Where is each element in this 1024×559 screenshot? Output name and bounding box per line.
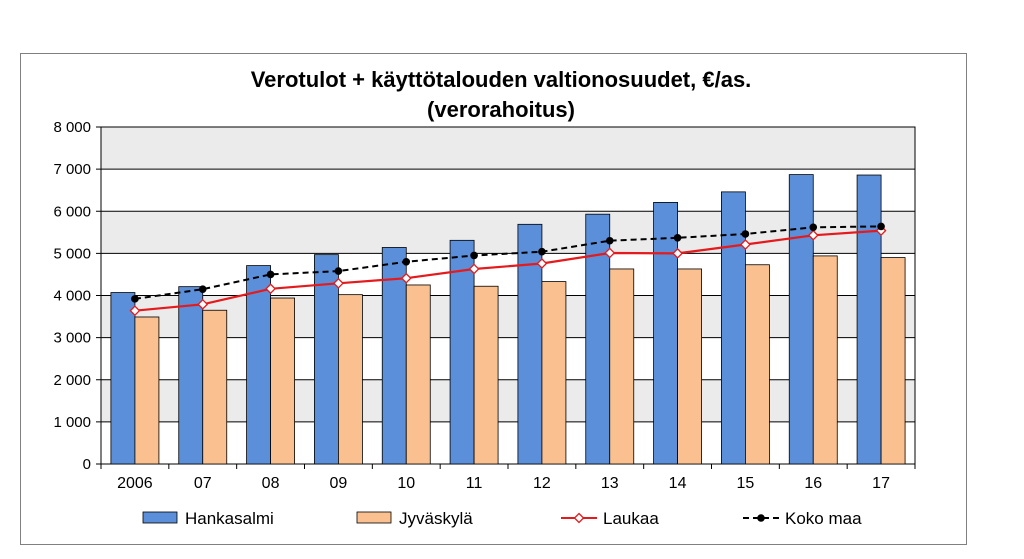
- y-tick-label: 0: [83, 456, 91, 473]
- point-koko-maa: [877, 222, 885, 231]
- chart-frame: Verotulot + käyttötalouden valtionosuude…: [20, 53, 967, 545]
- bar-hankasalmi: [653, 202, 678, 465]
- y-tick-label: 4 000: [53, 288, 91, 305]
- bar-jyv-skyl-: [473, 285, 499, 465]
- plot-band: [101, 379, 915, 422]
- plot-band: [101, 127, 915, 170]
- x-tick-label: 08: [262, 475, 280, 492]
- bar-jyv-skyl-: [880, 257, 906, 465]
- point-koko-maa: [402, 258, 411, 266]
- x-tick-label: 16: [804, 475, 822, 492]
- line-laukaa: [134, 229, 882, 312]
- bar-hankasalmi: [110, 292, 136, 465]
- y-tick-label: 7 000: [53, 161, 91, 178]
- chart-title: Verotulot + käyttötalouden valtionosuude…: [250, 67, 752, 92]
- x-tick-label: 17: [872, 475, 890, 492]
- bar-jyv-skyl-: [745, 264, 770, 465]
- point-koko-maa: [334, 267, 343, 275]
- bar-hankasalmi: [381, 247, 407, 465]
- y-tick-label: 5 000: [53, 245, 91, 262]
- legend-marker-laukaa: [573, 512, 585, 524]
- legend-label-hankasalmi: Hankasalmi: [185, 509, 274, 528]
- point-koko-maa: [131, 295, 139, 303]
- point-laukaa: [536, 258, 548, 269]
- point-laukaa: [807, 229, 819, 241]
- bar-jyv-skyl-: [134, 316, 160, 465]
- point-laukaa: [400, 272, 412, 284]
- x-tick-label: 13: [601, 475, 619, 492]
- point-koko-maa: [741, 230, 750, 238]
- bar-jyv-skyl-: [812, 255, 838, 465]
- bar-jyv-skyl-: [270, 297, 295, 465]
- x-tick-label: 14: [669, 475, 687, 492]
- legend-swatch-hankasalmi: [142, 511, 178, 524]
- bar-hankasalmi: [517, 223, 543, 465]
- x-tick-label: 07: [194, 475, 212, 492]
- y-tick-label: 2 000: [53, 372, 91, 389]
- legend-marker-koko-maa: [757, 514, 765, 522]
- point-laukaa: [129, 305, 141, 317]
- point-koko-maa: [673, 233, 682, 242]
- point-laukaa: [197, 298, 209, 310]
- point-koko-maa: [470, 251, 478, 260]
- point-laukaa: [265, 283, 277, 295]
- point-koko-maa: [198, 285, 207, 293]
- bar-jyv-skyl-: [338, 294, 363, 465]
- bar-hankasalmi: [178, 286, 204, 465]
- chart-subtitle: (verorahoitus): [427, 97, 575, 122]
- x-tick-label: 11: [466, 475, 483, 492]
- bar-hankasalmi: [246, 265, 271, 465]
- bar-jyv-skyl-: [541, 281, 567, 465]
- x-tick-label: 2006: [117, 475, 153, 492]
- x-tick-label: 12: [533, 475, 551, 492]
- bar-hankasalmi: [856, 174, 882, 465]
- y-tick-label: 1 000: [53, 414, 91, 431]
- x-tick-label: 10: [397, 475, 415, 492]
- legend-swatch-jyv-skyl-: [356, 511, 392, 524]
- point-laukaa: [604, 247, 616, 259]
- point-laukaa: [468, 263, 480, 275]
- point-laukaa: [672, 247, 684, 259]
- x-tick-label: 09: [330, 475, 348, 492]
- point-koko-maa: [809, 223, 818, 232]
- bar-hankasalmi: [721, 191, 746, 465]
- plot-band: [101, 295, 915, 338]
- bar-jyv-skyl-: [202, 309, 228, 465]
- bar-jyv-skyl-: [677, 268, 702, 465]
- x-tick-label: 15: [737, 475, 755, 492]
- point-koko-maa: [266, 270, 275, 279]
- legend-label-koko-maa: Koko maa: [785, 509, 862, 528]
- legend-label-laukaa: Laukaa: [603, 509, 659, 528]
- plot-band: [101, 211, 915, 254]
- chart-plot: 0 1 000 2 000 3 000 4 000 5 000 6 000 7 000 8 00…: [53, 119, 916, 528]
- bar-jyv-skyl-: [405, 284, 431, 465]
- point-koko-maa: [538, 247, 546, 256]
- bar-hankasalmi: [788, 174, 814, 465]
- point-koko-maa: [605, 236, 614, 245]
- point-laukaa: [739, 239, 751, 250]
- point-laukaa: [332, 277, 344, 289]
- y-tick-label: 3 000: [53, 330, 91, 347]
- y-tick-label: 8 000: [53, 119, 91, 136]
- y-tick-label: 6 000: [53, 203, 91, 220]
- bar-hankasalmi: [449, 239, 475, 465]
- legend-label-jyv-skyl-: Jyväskylä: [399, 509, 473, 528]
- bar-jyv-skyl-: [609, 268, 635, 465]
